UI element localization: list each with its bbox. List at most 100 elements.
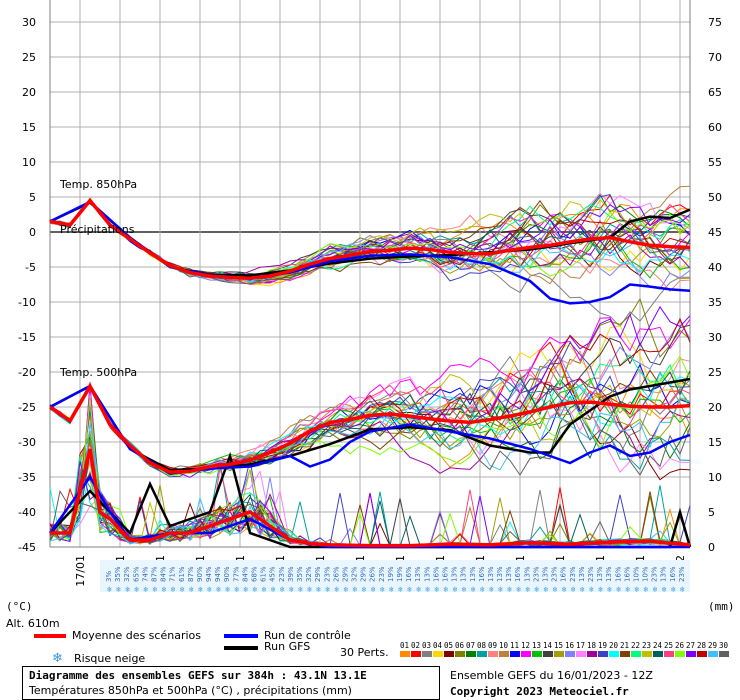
pert-color-swatch — [653, 651, 663, 657]
snow-risk-pct: 13% — [487, 566, 495, 582]
pert-color-swatch — [499, 651, 509, 657]
pert-color-swatch — [400, 651, 410, 657]
pert-id-label: 07 — [466, 641, 475, 650]
snowflake-icon: ❄ — [234, 585, 239, 594]
snow-risk-pct: 35% — [114, 566, 122, 582]
right-tick-label: 5 — [708, 506, 715, 519]
snowflake-icon: ❄ — [589, 585, 594, 594]
pert-id-label: 23 — [642, 641, 651, 650]
snow-risk-pct: 26% — [332, 566, 340, 582]
snowflake-icon: ❄ — [416, 585, 421, 594]
snowflake-icon: ❄ — [298, 585, 303, 594]
snow-risk-pct: 13% — [451, 566, 459, 582]
snowflake-icon: ❄ — [207, 585, 212, 594]
right-tick-label: 35 — [708, 296, 722, 309]
snowflake-icon: ❄ — [180, 585, 185, 594]
snow-risk-pct: 74% — [141, 566, 149, 582]
snowflake-icon: ❄ — [480, 585, 485, 594]
pert-color-swatch — [510, 651, 520, 657]
snow-risk-pct: 94% — [214, 566, 222, 582]
snow-risk-pct: 87% — [150, 566, 158, 582]
pert-precip-line — [49, 469, 691, 547]
snowflake-icon: ❄ — [189, 585, 194, 594]
mean-legend-label: Moyenne des scénarios — [72, 629, 201, 642]
snowflake-icon: ❄ — [198, 585, 203, 594]
snowflake-icon: ❄ — [453, 585, 458, 594]
pert-color-swatch — [444, 651, 454, 657]
snow-risk-pct: 16% — [405, 566, 413, 582]
altitude-label: Alt. 610m — [6, 617, 60, 630]
snow-risk-pct: 65% — [132, 566, 140, 582]
snowflake-icon: ❄ — [407, 585, 412, 594]
pert-color-swatch — [631, 651, 641, 657]
snowflake-icon: ❄ — [671, 585, 676, 594]
pert-color-swatch — [708, 651, 718, 657]
snowflake-icon: ❄ — [371, 585, 376, 594]
snowflake-icon: ❄ — [462, 585, 467, 594]
snowflake-icon: ❄ — [343, 585, 348, 594]
snow-risk-pct: 84% — [160, 566, 168, 582]
snow-risk-pct: 16% — [669, 566, 677, 582]
snow-risk-pct: 13% — [605, 566, 613, 582]
pert-id-label: 03 — [422, 641, 431, 650]
snowflake-icon: ❄ — [616, 585, 621, 594]
snowflake-icon: ❄ — [216, 585, 221, 594]
snow-risk-pct: 68% — [251, 566, 259, 582]
snowflake-icon: ❄ — [562, 585, 567, 594]
snow-risk-pct: 23% — [569, 566, 577, 582]
left-tick-label: -5 — [25, 261, 36, 274]
snow-risk-pct: 23% — [532, 566, 540, 582]
annotation-t500: Temp. 500hPa — [59, 366, 137, 379]
snowflake-icon: ❄ — [107, 585, 112, 594]
snowflake-icon: ❄ — [307, 585, 312, 594]
snow-risk-pct: 16% — [560, 566, 568, 582]
right-tick-label: 40 — [708, 261, 722, 274]
snowflake-icon: ❄ — [171, 585, 176, 594]
snow-risk-pct: 23% — [378, 566, 386, 582]
snowflake-icon: ❄ — [362, 585, 367, 594]
snow-risk-pct: 32% — [351, 566, 359, 582]
pert-id-label: 13 — [532, 641, 541, 650]
pert-id-label: 19 — [598, 641, 607, 650]
pert-color-swatch — [455, 651, 465, 657]
snow-risk-strip: 3%❄35%❄32%❄65%❄74%❄87%❄84%❄71%❄61%❄87%❄9… — [100, 560, 690, 594]
mean-precip-line — [50, 448, 691, 548]
pert-id-label: 08 — [477, 641, 487, 650]
snow-legend-icon: ❄ — [52, 651, 63, 666]
pert-color-swatch — [642, 651, 652, 657]
pert-color-swatch — [565, 651, 575, 657]
pert-color-swatch — [477, 651, 487, 657]
pert-id-label: 22 — [631, 641, 640, 650]
snow-risk-pct: 23% — [678, 566, 686, 582]
pert-color-swatch — [609, 651, 619, 657]
mean-legend-swatch — [34, 634, 66, 638]
snow-risk-pct: 61% — [178, 566, 186, 582]
pert-id-label: 26 — [675, 641, 685, 650]
snow-risk-pct: 13% — [660, 566, 668, 582]
left-tick-label: 15 — [22, 121, 36, 134]
snow-risk-pct: 87% — [187, 566, 195, 582]
snowflake-icon: ❄ — [152, 585, 157, 594]
snow-risk-pct: 90% — [223, 566, 231, 582]
pert-id-label: 21 — [620, 641, 629, 650]
snowflake-icon: ❄ — [380, 585, 385, 594]
snow-risk-pct: 13% — [596, 566, 604, 582]
pert-color-swatch — [521, 651, 531, 657]
snowflake-icon: ❄ — [516, 585, 521, 594]
pert-id-label: 29 — [708, 641, 717, 650]
pert-color-swatch — [554, 651, 564, 657]
snow-risk-pct: 13% — [496, 566, 504, 582]
snowflake-icon: ❄ — [125, 585, 130, 594]
pert-precip-line — [49, 470, 691, 547]
snowflake-icon: ❄ — [534, 585, 539, 594]
snowflake-icon: ❄ — [116, 585, 121, 594]
snowflake-icon: ❄ — [325, 585, 330, 594]
pert-id-label: 01 — [400, 641, 409, 650]
snow-risk-pct: 32% — [123, 566, 131, 582]
right-tick-label: 45 — [708, 226, 722, 239]
snow-risk-pct: 3% — [105, 571, 113, 582]
pert-id-label: 24 — [653, 641, 663, 650]
gfs-precip-line — [49, 451, 692, 549]
pert-id-label: 28 — [697, 641, 707, 650]
snow-risk-pct: 29% — [314, 566, 322, 582]
